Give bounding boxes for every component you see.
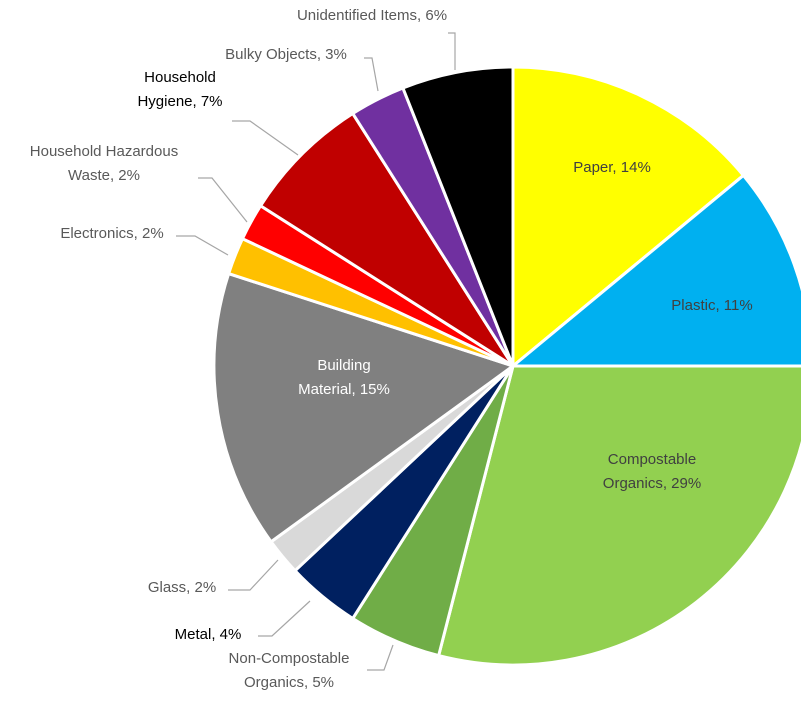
slice-unidentified-items [400,65,515,367]
label-household-hazardous-waste: Household Hazardous Waste, 2% [30,143,178,184]
leader-line-unidentified-items [448,32,456,70]
label-plastic: Plastic, 11% [671,297,752,314]
label-metal: Metal, 4% [175,626,242,643]
slice-labels: Paper, 14% Plastic, 11% Compostable Organic… [30,7,753,691]
label-compostable-organics: Compostable Organics, 29% [603,451,701,492]
label-paper: Paper, 14% [573,159,651,176]
leader-line-glass [228,559,279,591]
slice-paper [511,65,746,370]
leader-line-bulky-objects [364,57,379,92]
leader-line-household-hazardous-waste [198,177,248,223]
label-bulky-objects: Bulky Objects, 3% [225,46,347,63]
label-non-compostable-organics: Non-Compostable Organics, 5% [229,650,350,691]
leader-line-metal [258,600,311,637]
slice-compostable-organics [436,364,801,667]
leader-line-non-compostable-organics [367,644,394,671]
label-glass: Glass, 2% [148,579,216,596]
label-electronics: Electronics, 2% [60,225,163,242]
slice-household-hygiene [258,111,515,368]
leader-line-household-hygiene [232,120,299,156]
leader-line-electronics [176,235,229,256]
pie-slices [212,65,801,667]
label-household-hygiene: Household Hygiene, 7% [137,69,222,110]
slice-building-material [212,271,517,544]
label-building-material: Building Material, 15% [298,357,390,398]
slice-plastic [508,173,801,368]
label-unidentified-items: Unidentified Items, 6% [297,7,447,24]
leader-lines [176,32,456,671]
